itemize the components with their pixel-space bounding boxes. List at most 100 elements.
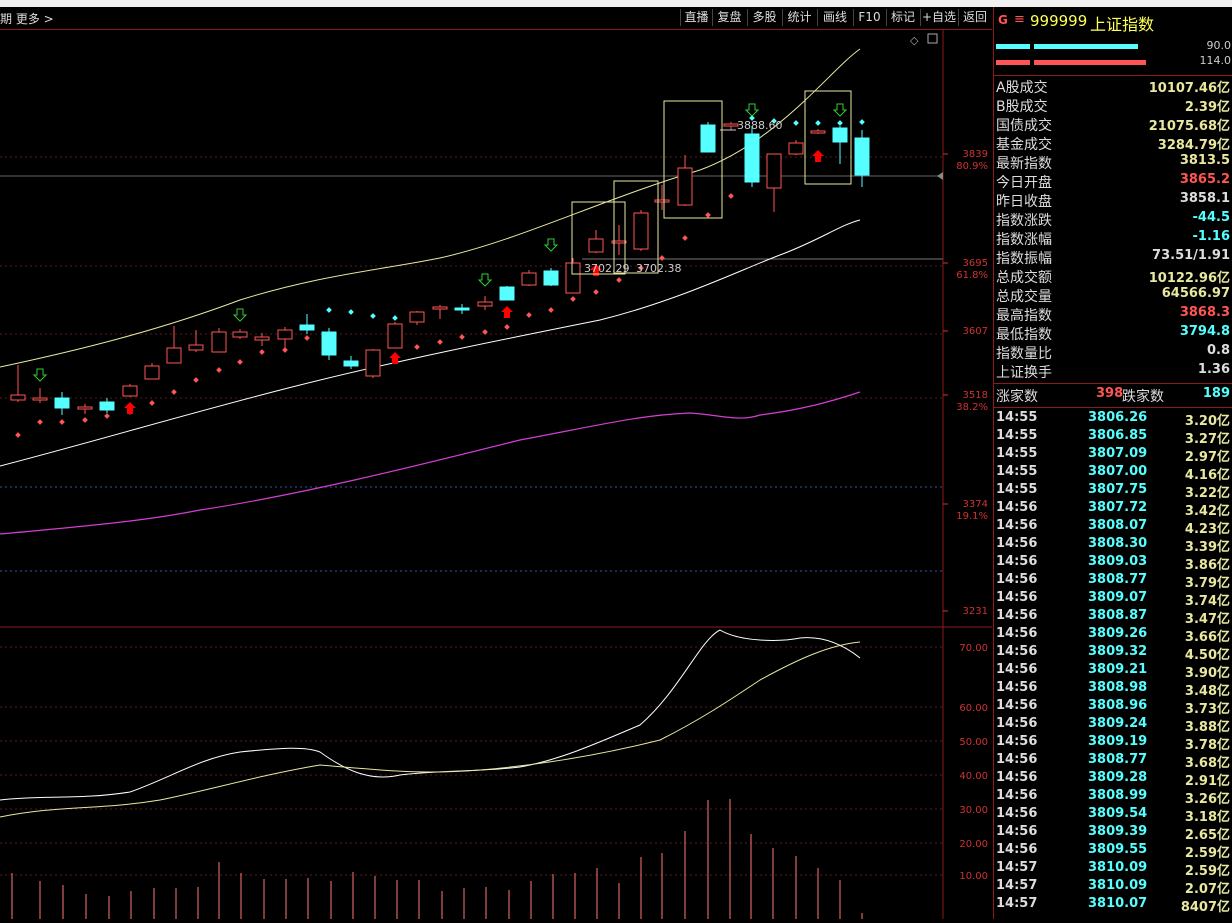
kline-chart-area[interactable]: ◇ 3839 80.9% 3695 61.8% 3607 3518 38.2% 3374 19.1… xyxy=(0,30,992,919)
stat-value: -1.16 xyxy=(1192,229,1230,244)
tick-time: 14:56 xyxy=(996,698,1038,713)
tick-row: 14:56 3809.39 2.65亿 xyxy=(996,823,1232,843)
stat-value: 21075.68亿 xyxy=(1148,119,1230,134)
toolbar-button-0[interactable]: 直播 xyxy=(680,9,712,26)
tick-time: 14:55 xyxy=(996,410,1038,425)
indicator-tick-label: 40.00 xyxy=(959,771,988,782)
tick-row: 14:56 3809.26 3.66亿 xyxy=(996,625,1232,645)
menu-icon[interactable]: ≡ xyxy=(1014,12,1025,27)
kdj-d-line xyxy=(0,641,861,818)
fib-pct-label: 38.2% xyxy=(956,402,988,413)
sar-dot xyxy=(216,367,222,373)
tick-row: 14:56 3809.19 3.78亿 xyxy=(996,733,1232,753)
stat-row: 指数涨跌 -44.5 xyxy=(996,210,1232,229)
down-arrow-icon xyxy=(32,368,48,382)
strength-val-1: 90.0 xyxy=(1206,39,1232,52)
sar-dot xyxy=(749,115,755,121)
down-arrow-icon xyxy=(232,308,248,322)
toolbar-button-3[interactable]: 统计 xyxy=(782,9,816,26)
indicator-tick-label: 10.00 xyxy=(959,871,988,882)
strength-val-2: 114.0 xyxy=(1199,54,1232,67)
stat-label: 昨日收盘 xyxy=(996,194,1052,210)
candle-body xyxy=(232,331,248,338)
stat-label: 国债成交 xyxy=(996,118,1052,134)
boll-upper xyxy=(0,48,861,368)
more-menu-label[interactable]: 期 更多 > xyxy=(0,12,54,26)
tick-time: 14:55 xyxy=(996,464,1038,479)
candle-body xyxy=(543,270,559,286)
tick-row: 14:56 3809.55 2.59亿 xyxy=(996,841,1232,861)
tick-time: 14:56 xyxy=(996,608,1038,623)
sar-dot xyxy=(815,120,821,126)
sar-dot xyxy=(370,313,376,319)
toolbar-button-7[interactable]: +自选 xyxy=(920,9,957,26)
tick-vol: 2.91亿 xyxy=(1184,774,1230,789)
tick-row: 14:56 3809.28 2.91亿 xyxy=(996,769,1232,789)
up-arrow-icon xyxy=(590,264,602,276)
candle-body xyxy=(700,124,716,153)
boll-lower xyxy=(0,219,861,467)
tick-price: 3808.96 xyxy=(1088,698,1148,713)
stat-row: B股成交 2.39亿 xyxy=(996,96,1232,115)
toolbar-button-2[interactable]: 多股 xyxy=(747,9,781,26)
pattern-highlight-box xyxy=(571,201,626,275)
tick-vol: 3.73亿 xyxy=(1184,702,1230,717)
tick-time: 14:56 xyxy=(996,806,1038,821)
tick-price: 3807.00 xyxy=(1088,464,1148,479)
stat-row: 总成交额 10122.96亿 xyxy=(996,267,1232,286)
sar-dot xyxy=(593,289,599,295)
tick-time: 14:56 xyxy=(996,788,1038,803)
toolbar-button-6[interactable]: 标记 xyxy=(886,9,919,26)
stat-row: 总成交量 64566.97 xyxy=(996,286,1232,305)
tick-time: 14:56 xyxy=(996,734,1038,749)
toolbar-button-5[interactable]: F10 xyxy=(853,9,885,26)
candle-body xyxy=(677,167,693,206)
index-name: 上证指数 xyxy=(1090,15,1155,34)
toolbar-button-4[interactable]: 画线 xyxy=(817,9,852,26)
tick-vol: 3.27亿 xyxy=(1184,432,1230,447)
sar-dot xyxy=(482,329,488,335)
candle-body xyxy=(832,127,848,143)
candle-body xyxy=(54,397,70,409)
fib-pct-label: 61.8% xyxy=(956,270,988,281)
toolbar-button-8[interactable]: 返回 xyxy=(958,9,991,26)
stat-row: A股成交 10107.46亿 xyxy=(996,77,1232,96)
candle-body xyxy=(343,360,359,367)
candle-body xyxy=(744,133,760,183)
tick-time: 14:55 xyxy=(996,482,1038,497)
stat-row: 基金成交 3284.79亿 xyxy=(996,134,1232,153)
tick-vol: 3.42亿 xyxy=(1184,504,1230,519)
stat-value: 3858.1 xyxy=(1179,191,1230,206)
panel-prefix: G xyxy=(998,13,1008,27)
strength-bar-down-2 xyxy=(1034,60,1146,65)
tick-price: 3809.07 xyxy=(1088,590,1148,605)
diamond-icon: ◇ xyxy=(910,34,919,47)
toolbar-button-1[interactable]: 复盘 xyxy=(712,9,746,26)
candle-body xyxy=(32,397,48,401)
tick-row: 14:56 3808.87 3.47亿 xyxy=(996,607,1232,627)
up-arrow-icon xyxy=(812,150,824,162)
fib-pct-label: 80.9% xyxy=(956,161,988,172)
window-top-strip xyxy=(0,0,1232,7)
tick-price: 3807.72 xyxy=(1088,500,1148,515)
tick-price: 3809.19 xyxy=(1088,734,1148,749)
price-tick-label: 3695 xyxy=(963,258,988,269)
panel-divider-1 xyxy=(994,75,1232,76)
tick-time: 14:57 xyxy=(996,878,1038,893)
sar-dot xyxy=(682,235,688,241)
candle-body xyxy=(122,385,138,397)
sar-dot xyxy=(705,212,711,218)
candle-body xyxy=(521,272,537,286)
price-tick-label: 3607 xyxy=(963,326,988,337)
tick-time: 14:56 xyxy=(996,644,1038,659)
tick-row: 14:56 3809.03 3.86亿 xyxy=(996,553,1232,573)
sar-dot xyxy=(616,277,622,283)
candle-body xyxy=(788,142,804,155)
tick-vol: 3.88亿 xyxy=(1184,720,1230,735)
price-tick-label: 3231 xyxy=(963,606,988,617)
tick-price: 3810.07 xyxy=(1088,896,1148,911)
tick-price: 3809.24 xyxy=(1088,716,1148,731)
candle-body xyxy=(766,153,782,189)
tick-row: 14:56 3809.24 3.88亿 xyxy=(996,715,1232,735)
